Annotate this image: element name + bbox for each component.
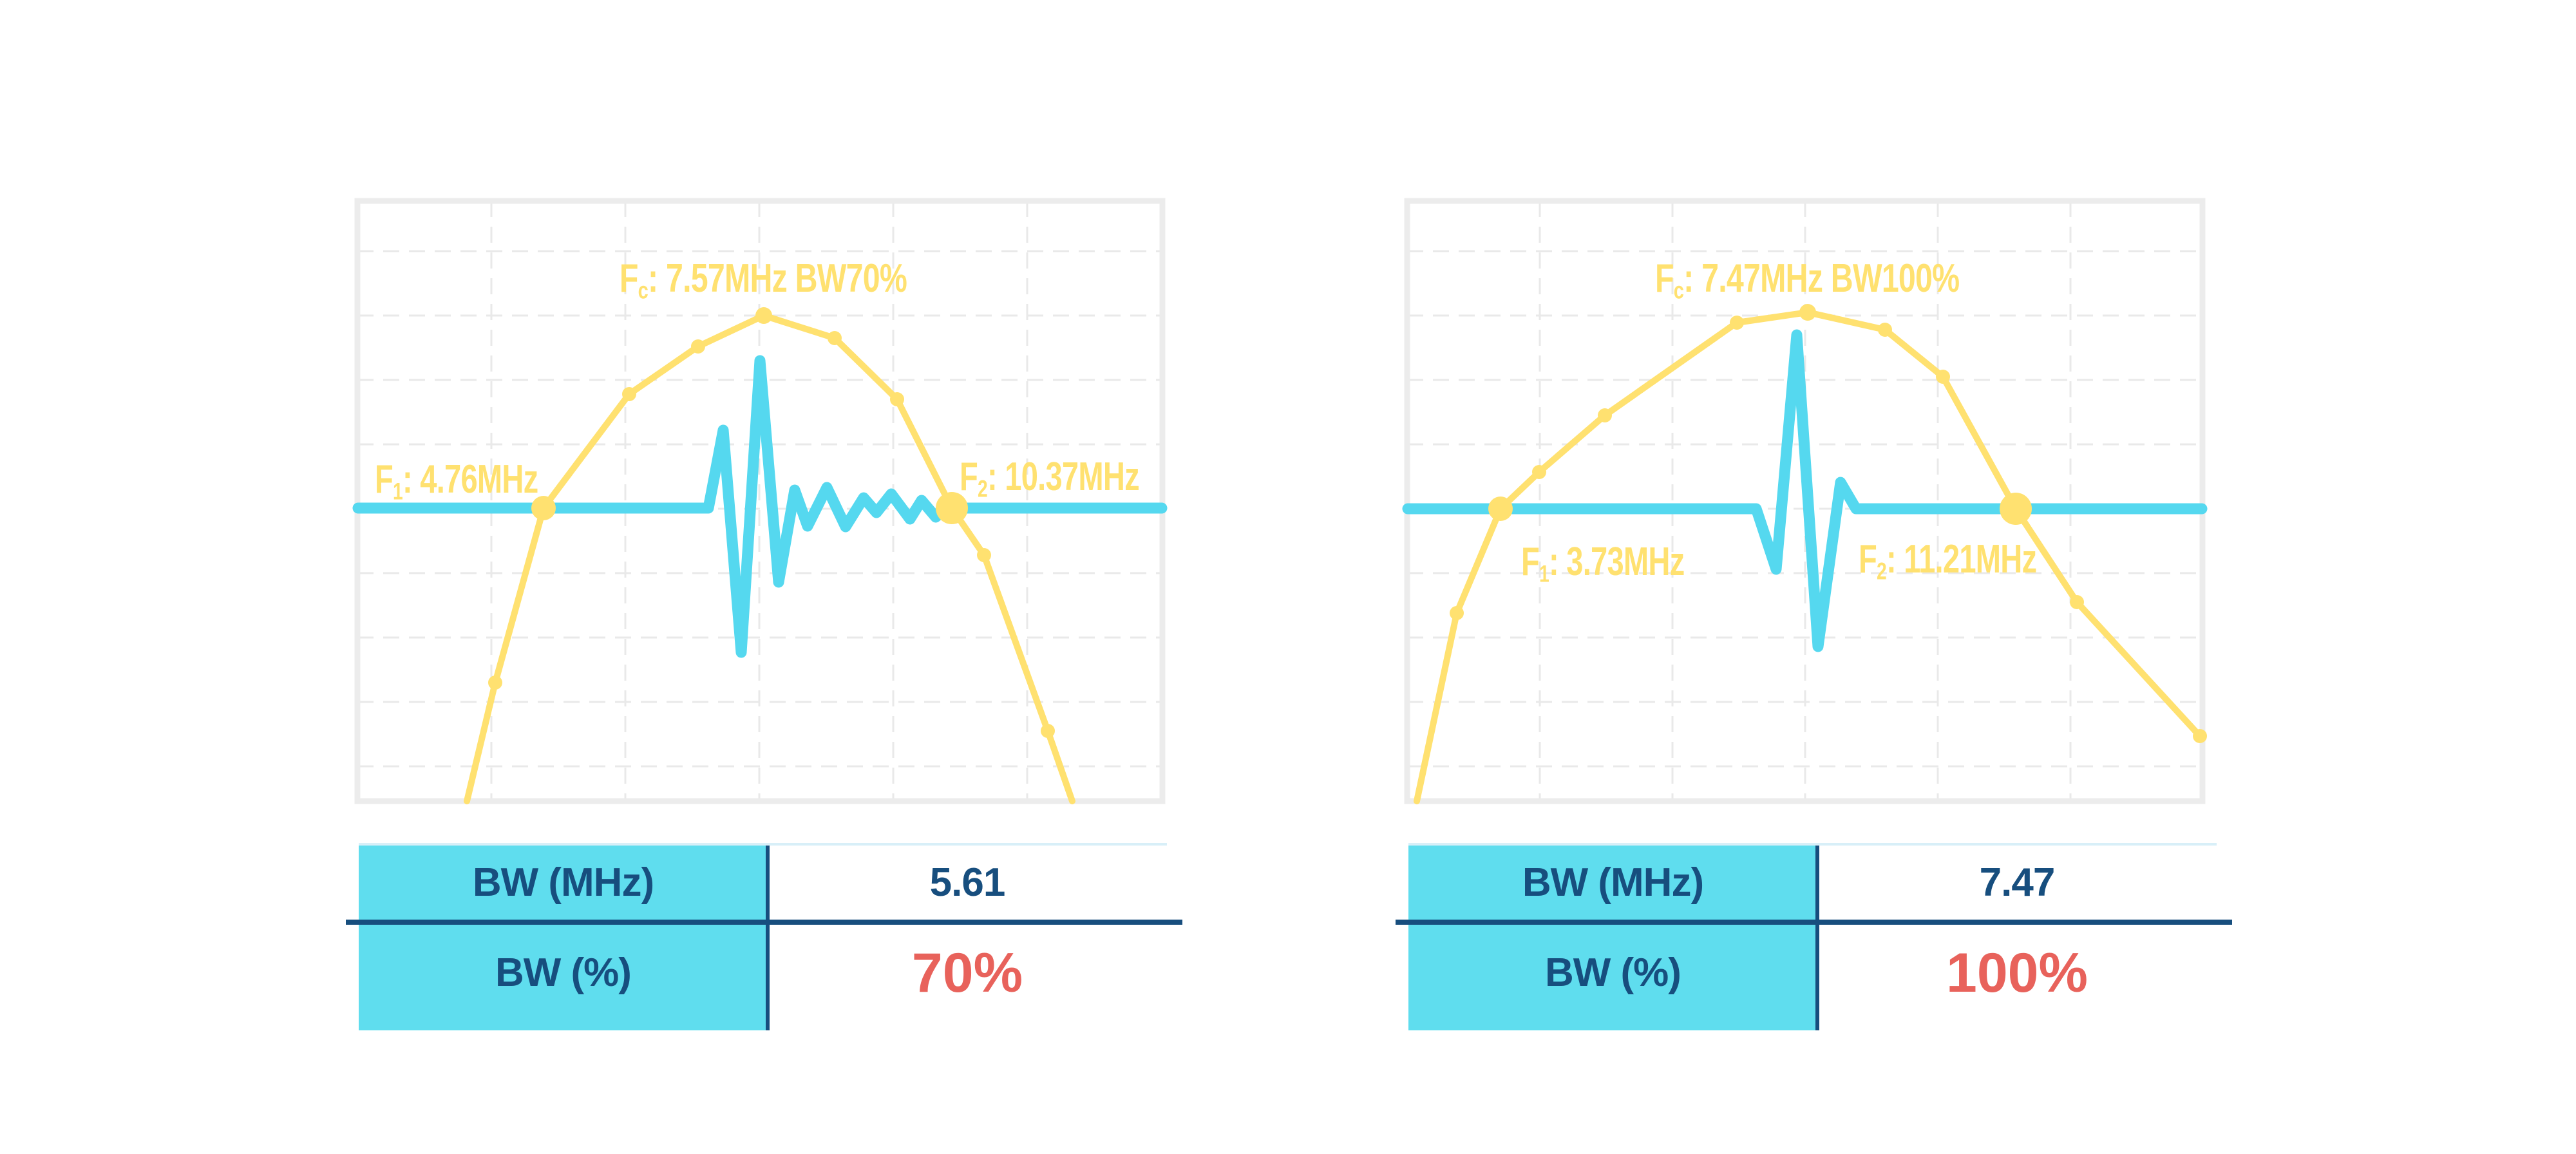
f2-label-right-f: F [1859,537,1877,582]
fc-label-left: Fc: 7.57MHz BW70% [612,259,914,303]
f1-label-right-sub: 1 [1539,560,1549,587]
bw-pct-value-left-text: 70% [911,942,1023,1004]
table-top-border-left [359,843,1167,846]
bw-mhz-label-left: BW (MHz) [359,846,768,920]
fc-label-left-f: F [619,256,639,301]
f1-label-left-f: F [375,457,393,502]
table-row-divider-right [1396,920,2232,925]
fc-label-right-rest: : 7.47MHz BW100% [1683,256,1960,301]
bw-pct-label-left: BW (%) [359,925,768,1021]
bw-mhz-value-left-text: 5.61 [929,860,1006,905]
f2-label-left-sub: 2 [978,475,988,502]
table-label-column-right [1408,846,1817,1030]
f1-label-left-sub: 1 [393,477,403,505]
f2-label-left: F2: 10.37MHz [960,455,1140,502]
bw-pct-value-left: 70% [768,925,1167,1021]
f1-label-right-f: F [1521,540,1540,584]
f2-label-right: F2: 11.21MHz [1859,537,2037,585]
bw-pct-label-left-text: BW (%) [495,951,632,995]
fc-label-right: Fc: 7.47MHz BW100% [1655,256,1960,304]
bw-pct-value-right: 100% [1817,925,2217,1021]
right-spectrum-chart [1402,198,2208,804]
left-spectrum-chart [352,198,1168,804]
f1-label-left: F1: 4.76MHz [375,460,538,504]
bw-mhz-value-right-text: 7.47 [1979,860,2056,905]
table-column-divider-left [766,846,770,1030]
table-row-divider-left [346,920,1182,925]
fc-label-left-sub: c [638,276,649,304]
bw-pct-value-right-text: 100% [1946,942,2088,1004]
f2-label-left-f: F [960,455,978,499]
table-label-column-left [359,846,768,1030]
table-top-border-right [1408,843,2217,846]
f1-label-right-rest: : 3.73MHz [1548,540,1685,584]
fc-label-right-sub: c [1673,276,1684,304]
bw-mhz-value-right: 7.47 [1817,846,2217,920]
bw-mhz-label-right: BW (MHz) [1408,846,1817,920]
f2-label-right-rest: : 11.21MHz [1886,537,2037,582]
fc-label-left-rest: : 7.57MHz BW70% [647,256,907,301]
bw-pct-label-right: BW (%) [1408,925,1817,1021]
bw-mhz-label-right-text: BW (MHz) [1522,860,1704,905]
f2-label-right-sub: 2 [1877,557,1887,585]
f1-label-left-rest: : 4.76MHz [402,457,538,502]
bw-pct-label-right-text: BW (%) [1545,951,1681,995]
bw-mhz-label-left-text: BW (MHz) [472,860,654,905]
f2-label-left-rest: : 10.37MHz [987,455,1140,499]
fc-label-right-f: F [1655,256,1674,301]
f1-label-right: F1: 3.73MHz [1521,540,1685,587]
bw-mhz-value-left: 5.61 [768,846,1167,920]
table-column-divider-right [1815,846,1819,1030]
